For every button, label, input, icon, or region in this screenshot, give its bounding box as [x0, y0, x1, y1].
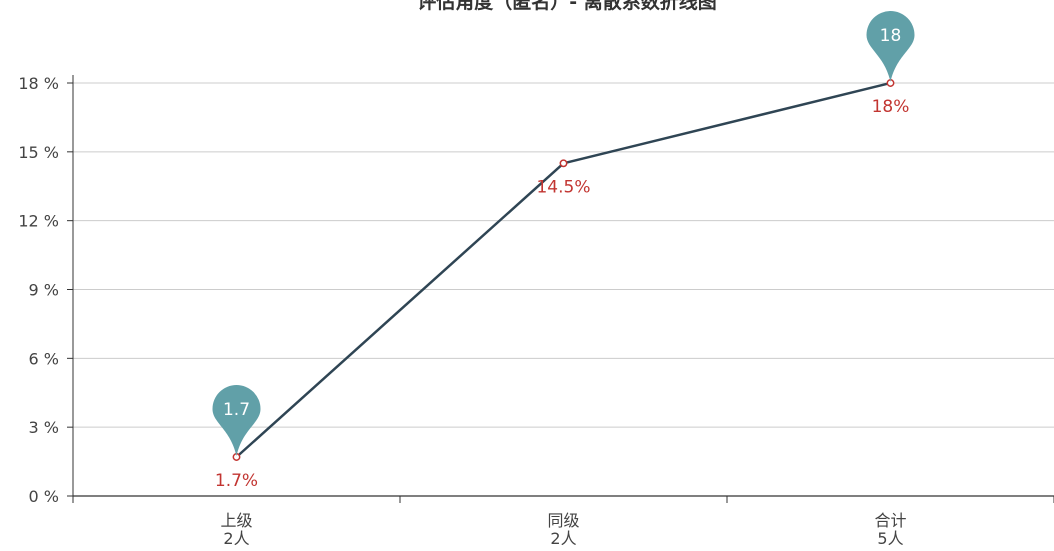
x-tick-label-line: 合计 [874, 511, 906, 530]
x-tick-label-line: 上级 [220, 511, 252, 530]
marker-pin-label: 18 [880, 26, 902, 46]
x-tick-label-line: 同级 [547, 511, 579, 530]
data-label: 14.5% [536, 177, 590, 197]
data-point [559, 159, 568, 168]
y-tick-label: 12 % [18, 212, 59, 231]
y-tick-label: 9 % [29, 281, 59, 300]
x-tick-label: 上级 2人 [220, 511, 252, 548]
data-label: 18% [872, 97, 910, 117]
data-labels: 1.7% 14.5% 18% [215, 97, 910, 491]
x-tick-label: 同级 2人 [547, 511, 579, 548]
y-tick-label: 18 % [18, 74, 59, 93]
data-label: 1.7% [215, 471, 258, 491]
marker-pin [212, 384, 261, 456]
marker-pins: 1.7 18 [212, 11, 915, 456]
x-tick-label: 合计 5人 [874, 511, 906, 548]
y-tick-label: 6 % [29, 349, 59, 368]
y-tick-label: 0 % [29, 487, 59, 506]
x-tick-label-line: 2人 [550, 529, 576, 548]
chart-title: 评估角度（匿名）- 离散系数折线图 [417, 0, 717, 13]
series-line [235, 81, 891, 458]
marker-pin-label: 1.7 [223, 400, 250, 420]
grid-lines [73, 82, 1054, 428]
marker-pin [866, 11, 915, 83]
x-tick-label-line: 5人 [877, 529, 903, 548]
y-tick-label: 15 % [18, 143, 59, 162]
x-tick-label-line: 2人 [223, 529, 249, 548]
series [232, 79, 895, 461]
y-tick-label: 3 % [29, 418, 59, 437]
